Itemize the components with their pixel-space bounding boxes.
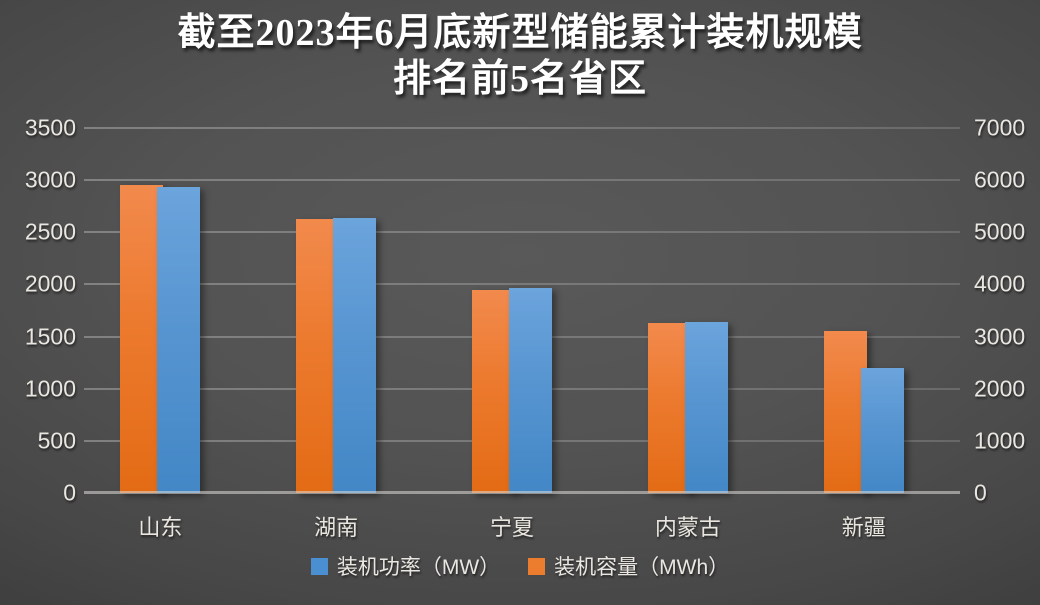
tick-label: 1000: [974, 427, 1026, 454]
tick-label: 500: [37, 427, 76, 454]
legend-swatch-icon: [310, 557, 328, 575]
right-axis: 7000 6000 5000 4000 3000 2000 1000 0: [974, 0, 1040, 605]
category-label: 新疆: [841, 515, 886, 540]
category-label: 湖南: [314, 515, 359, 540]
tick-label: 2000: [974, 375, 1026, 402]
chart-title-line2: 排名前5名省区: [392, 58, 647, 100]
tick-label: 4000: [974, 270, 1026, 297]
tick-label: 2500: [24, 218, 76, 245]
tick-label: 6000: [974, 166, 1026, 193]
category-label: 内蒙古: [654, 515, 721, 540]
tick-label: 1000: [24, 375, 76, 402]
tick-label: 3000: [974, 323, 1026, 350]
gridline: [84, 283, 960, 286]
plot-area: [84, 127, 960, 494]
x-axis-line: [84, 491, 960, 494]
category-label: 宁夏: [490, 515, 535, 540]
legend-item: 装机功率（MW）: [310, 551, 501, 581]
bar-power-4: [860, 367, 904, 493]
chart-title: 截至2023年6月底新型储能累计装机规模 排名前5名省区: [0, 10, 1040, 102]
tick-label: 2000: [24, 270, 76, 297]
tick-label: 0: [63, 479, 76, 506]
left-axis: 3500 3000 2500 2000 1500 1000 500 0: [0, 0, 76, 605]
legend-swatch-icon: [528, 557, 546, 575]
bar-power-0: [157, 187, 201, 493]
gridline: [84, 179, 960, 182]
chart-title-line1: 截至2023年6月底新型储能累计装机规模: [177, 12, 863, 54]
tick-label: 3000: [24, 166, 76, 193]
legend-item: 装机容量（MWh）: [528, 551, 729, 581]
bar-capacity-0: [120, 184, 164, 493]
bar-capacity-3: [647, 322, 691, 493]
gridline: [84, 127, 960, 129]
bar-capacity-1: [296, 219, 340, 493]
gridline: [84, 231, 960, 234]
category-label: 山东: [138, 515, 183, 540]
legend: 装机功率（MW） 装机容量（MWh）: [0, 552, 1040, 580]
legend-label: 装机容量（MWh）: [554, 556, 730, 579]
tick-label: 5000: [974, 218, 1026, 245]
bar-power-1: [333, 217, 377, 493]
bar-power-3: [684, 321, 728, 493]
bar-capacity-4: [823, 330, 867, 493]
tick-label: 7000: [974, 114, 1026, 141]
bar-power-2: [509, 287, 553, 493]
tick-label: 0: [974, 479, 987, 506]
tick-label: 3500: [24, 114, 76, 141]
legend-label: 装机功率（MW）: [336, 556, 501, 579]
tick-label: 1500: [24, 323, 76, 350]
bar-capacity-2: [472, 290, 516, 493]
